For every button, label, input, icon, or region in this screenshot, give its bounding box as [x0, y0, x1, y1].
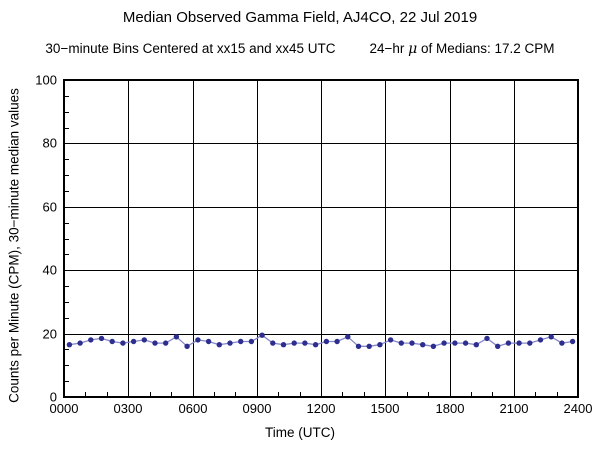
data-point [195, 337, 201, 343]
x-tick-label: 2100 [500, 401, 529, 416]
data-point [430, 343, 437, 349]
y-tick-label: 40 [43, 263, 57, 278]
data-point [462, 340, 469, 346]
data-point [323, 338, 330, 345]
data-point [302, 340, 308, 346]
data-point [452, 340, 458, 346]
data-point [495, 343, 501, 349]
data-point [409, 340, 415, 346]
subtitle-mean-text: 24−hr μ of Medians: 17.2 CPM [369, 41, 555, 57]
x-tick-label: 0000 [50, 401, 79, 416]
x-tick-label: 1800 [436, 401, 465, 416]
data-point [441, 340, 447, 346]
data-point [345, 334, 351, 340]
data-point [537, 337, 544, 343]
y-tick-label: 100 [35, 73, 57, 88]
plot-frame [63, 79, 579, 398]
data-point [270, 340, 276, 346]
data-point [366, 343, 372, 349]
x-tick-label: 0900 [243, 401, 272, 416]
x-tick-label: 1200 [307, 401, 336, 416]
y-tick-label: 80 [43, 136, 57, 151]
data-point [227, 340, 233, 346]
data-point [484, 335, 490, 342]
data-point [216, 342, 222, 348]
data-point [130, 338, 137, 345]
chart-subtitle: 30−minute Bins Centered at xx15 and xx45… [0, 41, 600, 57]
data-point [88, 337, 94, 343]
data-point [280, 342, 287, 348]
data-point [387, 337, 394, 343]
x-tick-label: 1500 [371, 401, 400, 416]
data-point [120, 340, 126, 346]
data-point [505, 340, 512, 346]
x-tick-label: 0600 [179, 401, 208, 416]
data-point [77, 340, 83, 346]
data-point [238, 338, 244, 345]
data-point [291, 340, 297, 346]
subtitle-bins-text: 30−minute Bins Centered at xx15 and xx45… [45, 41, 336, 56]
data-point [173, 334, 180, 340]
data-point [163, 340, 169, 346]
data-point [312, 342, 319, 348]
mean-prefix: 24−hr [369, 41, 409, 56]
data-point [98, 335, 105, 342]
data-point [184, 343, 190, 349]
y-tick-label: 0 [50, 390, 57, 405]
y-tick-label: 60 [43, 200, 57, 215]
x-tick-label: 0300 [114, 401, 143, 416]
data-point [473, 342, 479, 348]
y-tick-label: 20 [43, 327, 57, 342]
data-point [109, 338, 115, 345]
data-point [527, 340, 533, 346]
data-point [152, 340, 158, 346]
data-point [398, 340, 404, 346]
data-point [259, 332, 265, 338]
data-point [548, 334, 554, 340]
chart-title: Median Observed Gamma Field, AJ4CO, 22 J… [122, 9, 478, 26]
data-point [516, 340, 522, 346]
data-point [334, 338, 340, 345]
mu-symbol: μ [408, 41, 418, 57]
data-point [141, 337, 147, 343]
data-point [569, 338, 576, 345]
data-point [420, 342, 426, 348]
data-point [559, 340, 565, 346]
data-point [377, 342, 383, 348]
data-point [205, 338, 212, 345]
x-tick-label: 2400 [564, 401, 593, 416]
x-axis-title: Time (UTC) [265, 425, 335, 440]
data-point [355, 343, 362, 349]
mean-suffix: of Medians: 17.2 CPM [417, 41, 555, 56]
data-point [66, 342, 73, 348]
data-point [248, 338, 255, 345]
